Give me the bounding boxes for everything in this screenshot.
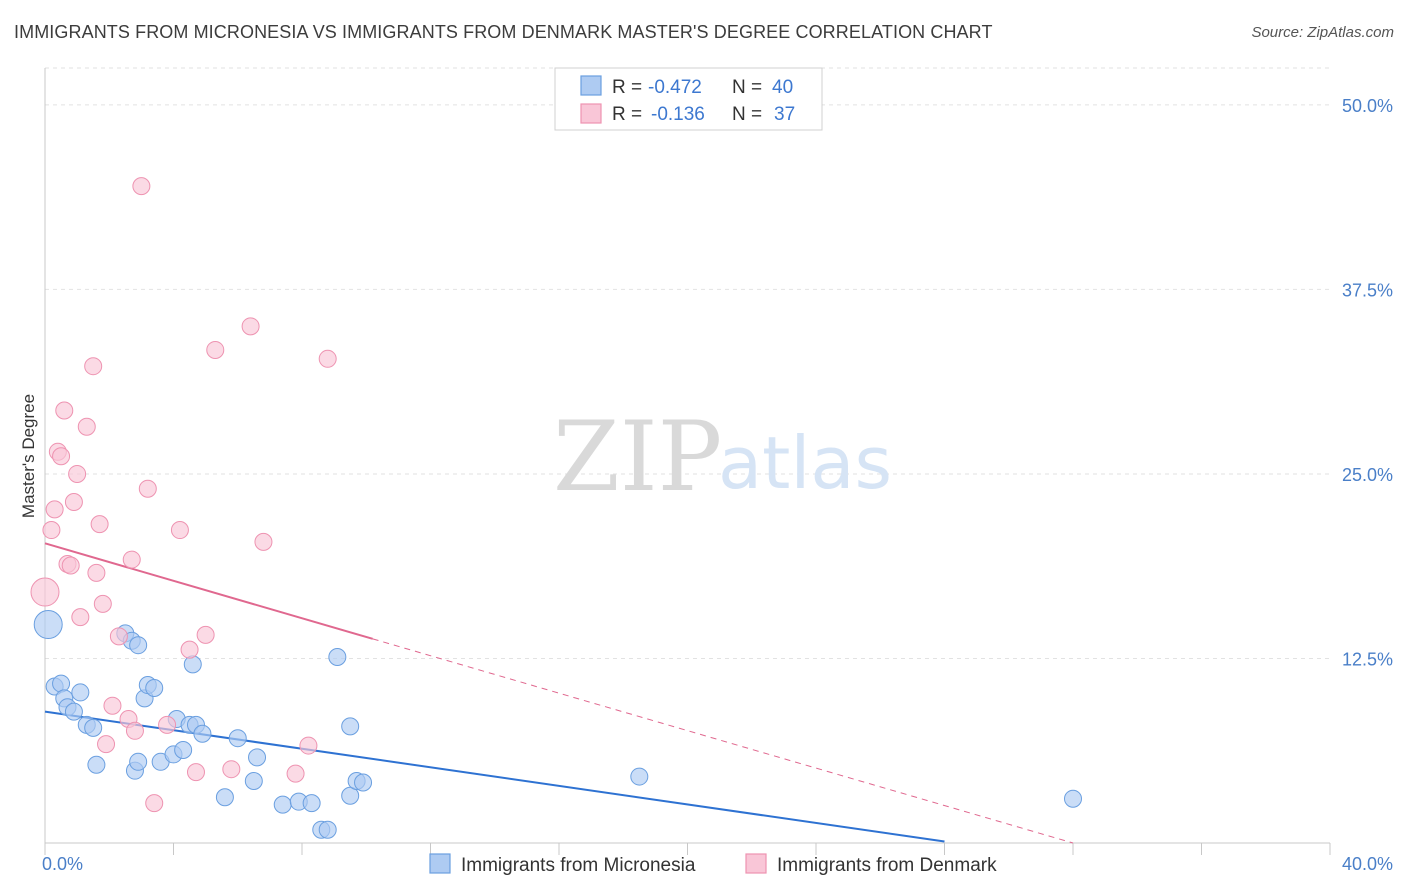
data-point-denmark <box>55 401 74 420</box>
data-point-denmark <box>254 532 273 551</box>
legend-n-label-micronesia: N = <box>732 77 762 98</box>
data-point-denmark <box>299 736 318 755</box>
trend-line-0 <box>44 710 945 843</box>
data-point-micronesia <box>248 748 267 767</box>
data-point-micronesia <box>228 729 247 748</box>
data-point-micronesia <box>87 755 106 774</box>
data-point-denmark <box>71 608 90 627</box>
legend-n-label-denmark: N = <box>732 104 762 125</box>
data-point-micronesia <box>215 788 234 807</box>
trend-line-1 <box>44 542 373 640</box>
legend-n-value-denmark: 37 <box>774 104 795 125</box>
tick-labels: 12.5% 25.0% 37.5% 50.0% 0.0% 40.0% <box>42 96 1393 874</box>
data-point-micronesia <box>64 702 83 721</box>
data-point-denmark <box>42 521 61 540</box>
data-point-denmark <box>93 594 112 613</box>
axes <box>44 68 1331 855</box>
data-point-denmark <box>109 627 128 646</box>
data-point-denmark <box>145 794 164 813</box>
data-point-denmark <box>196 625 215 644</box>
data-point-micronesia <box>341 717 360 736</box>
data-point-micronesia <box>1064 789 1082 808</box>
chart-title: IMMIGRANTS FROM MICRONESIA VS IMMIGRANTS… <box>14 22 993 42</box>
data-point-denmark <box>241 317 260 336</box>
data-point-micronesia <box>129 636 148 655</box>
y-tick-label: 25.0% <box>1342 465 1393 485</box>
data-point-denmark <box>180 640 199 659</box>
data-point-denmark <box>90 515 109 534</box>
legend-n-value-micronesia: 40 <box>772 77 793 98</box>
data-point-denmark <box>97 735 116 754</box>
y-tick-label: 50.0% <box>1342 96 1393 116</box>
legend-r-value-micronesia: -0.472 <box>648 77 702 98</box>
trend-line-extension-1 <box>372 638 1074 844</box>
data-point-micronesia <box>302 794 321 813</box>
gridlines <box>45 67 1330 659</box>
watermark-atlas: atlas <box>718 421 892 505</box>
legend-r-value-denmark: -0.136 <box>651 104 705 125</box>
data-point-micronesia <box>630 767 649 786</box>
x-tick-label: 0.0% <box>42 854 83 874</box>
data-point-micronesia <box>52 674 71 693</box>
watermark: ZIP atlas <box>553 401 892 513</box>
data-point-micronesia <box>193 724 212 743</box>
data-point-micronesia <box>145 679 164 697</box>
data-point-denmark <box>103 696 122 715</box>
series-legend-swatch-denmark <box>745 853 767 874</box>
legend-r-label-denmark: R = <box>612 104 642 125</box>
data-point-denmark <box>206 340 225 359</box>
data-point-denmark <box>64 493 83 511</box>
series-legend: Immigrants from Micronesia Immigrants fr… <box>429 853 997 876</box>
data-point-denmark <box>30 577 60 607</box>
data-point-denmark <box>84 357 103 376</box>
data-point-micronesia <box>33 610 63 640</box>
series-legend-label-denmark: Immigrants from Denmark <box>777 855 997 876</box>
y-tick-label: 12.5% <box>1342 649 1393 669</box>
data-points <box>30 177 1082 839</box>
legend-swatch-denmark <box>580 103 602 124</box>
watermark-zip: ZIP <box>553 401 722 513</box>
data-point-denmark <box>222 760 241 779</box>
trend-lines <box>44 542 1074 844</box>
y-axis-label: Master's Degree <box>19 394 38 518</box>
data-point-micronesia <box>129 752 148 771</box>
data-point-micronesia <box>354 773 373 792</box>
data-point-denmark <box>45 500 64 519</box>
y-tick-label: 37.5% <box>1342 280 1393 300</box>
data-point-micronesia <box>183 655 202 674</box>
data-point-micronesia <box>244 772 263 790</box>
data-point-denmark <box>68 464 87 483</box>
data-point-denmark <box>318 349 337 368</box>
data-point-denmark <box>138 479 157 498</box>
x-tick-label: 40.0% <box>1342 854 1393 874</box>
data-point-denmark <box>170 521 189 540</box>
series-legend-swatch-micronesia <box>429 853 451 874</box>
data-point-micronesia <box>174 741 193 759</box>
data-point-micronesia <box>318 820 337 839</box>
data-point-denmark <box>122 550 141 569</box>
data-point-denmark <box>132 177 151 196</box>
legend-swatch-micronesia <box>580 75 602 96</box>
data-point-denmark <box>52 447 71 466</box>
data-point-denmark <box>61 556 80 575</box>
data-point-denmark <box>286 764 305 783</box>
data-point-micronesia <box>84 718 103 737</box>
series-legend-label-micronesia: Immigrants from Micronesia <box>461 855 696 876</box>
data-point-denmark <box>125 721 144 740</box>
stats-legend: R = -0.472 N = 40 R = -0.136 N = 37 <box>554 67 823 131</box>
data-point-denmark <box>77 417 96 436</box>
data-point-denmark <box>87 563 106 582</box>
data-point-micronesia <box>328 648 347 666</box>
data-point-micronesia <box>273 795 292 814</box>
chart-source: Source: ZipAtlas.com <box>1251 24 1394 41</box>
data-point-denmark <box>158 715 177 734</box>
data-point-denmark <box>186 763 205 782</box>
legend-r-label-micronesia: R = <box>612 77 642 98</box>
data-point-micronesia <box>71 683 90 702</box>
